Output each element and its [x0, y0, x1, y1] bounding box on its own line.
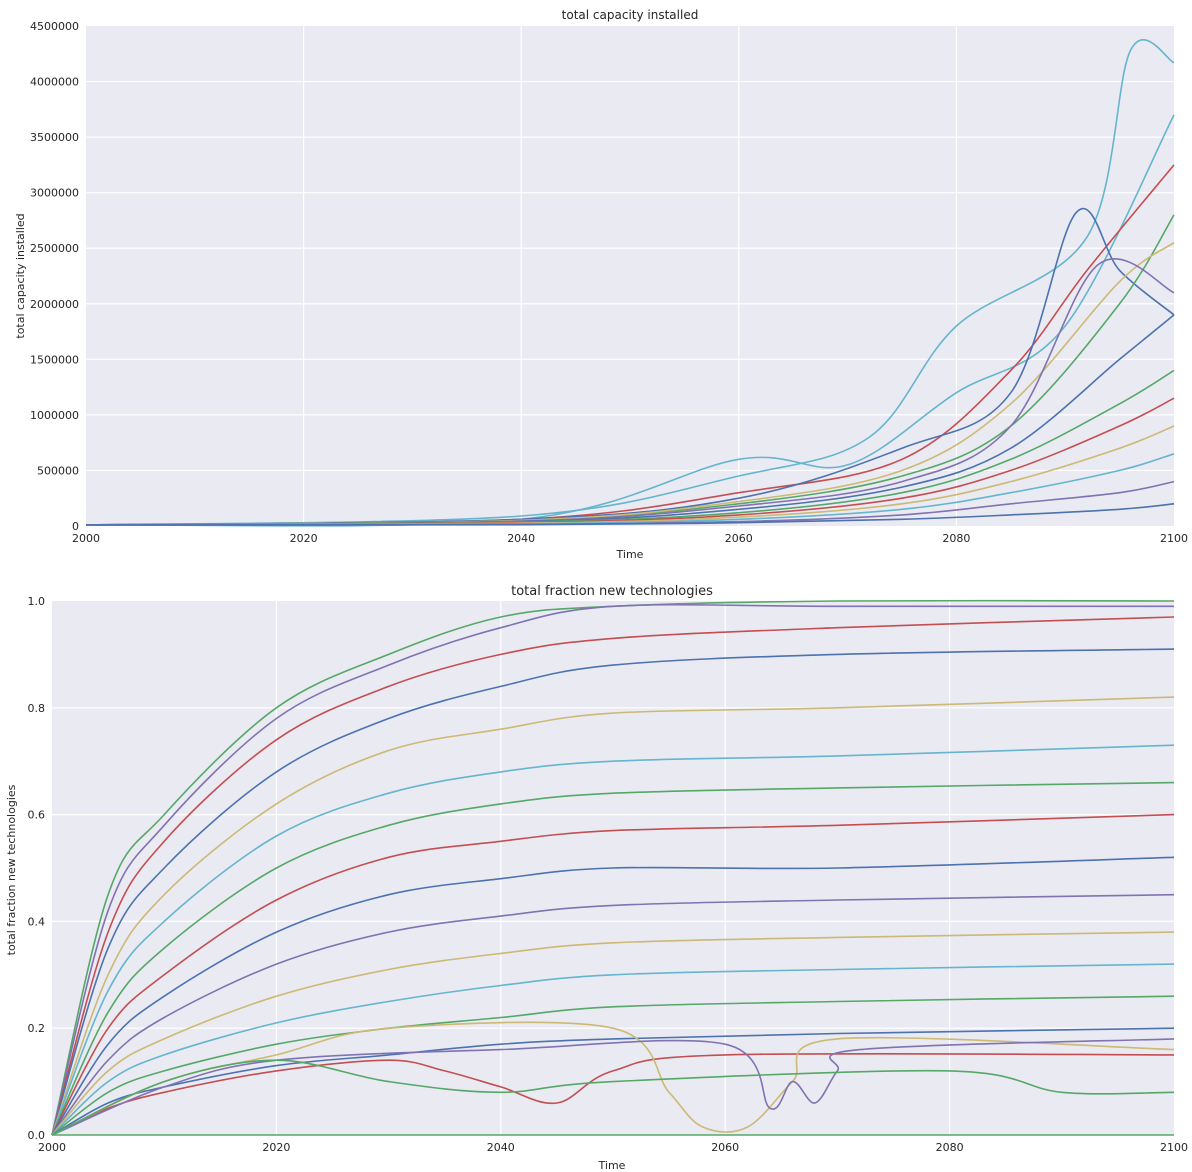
y-tick-label: 0.6 [28, 809, 46, 822]
y-tick-label: 1500000 [30, 353, 79, 366]
chart-title: total capacity installed [562, 8, 699, 22]
series-line [51, 1027, 1175, 1136]
chart-fraction: 2000 2020 2040 2060 2080 2100 0.0 0.2 0.4 0.6 0.8… [5, 584, 1188, 1172]
series-line [51, 1052, 1175, 1136]
series-line [51, 696, 1175, 1136]
x-tick-label: 2100 [1160, 532, 1188, 545]
x-tick-labels: 2000 2020 2040 2060 2080 2100 [38, 1141, 1188, 1154]
series-line [51, 931, 1175, 1136]
gridlines [86, 26, 1174, 526]
y-tick-label: 0.4 [28, 915, 46, 928]
x-tick-label: 2080 [942, 532, 970, 545]
series-line [51, 963, 1175, 1136]
y-axis-label: total fraction new technologies [5, 784, 18, 955]
y-tick-label: 3000000 [30, 187, 79, 200]
series-line [51, 1059, 1175, 1136]
series-lines [85, 39, 1175, 527]
series-line [51, 1038, 1175, 1136]
x-tick-label: 2020 [290, 532, 318, 545]
y-tick-label: 1000000 [30, 409, 79, 422]
series-line [85, 503, 1175, 526]
series-line [51, 813, 1175, 1136]
y-tick-labels: 0.0 0.2 0.4 0.6 0.8 1.0 [28, 595, 46, 1142]
series-line [51, 893, 1175, 1136]
y-tick-label: 2500000 [30, 242, 79, 255]
y-tick-label: 0 [72, 520, 79, 533]
y-tick-label: 2000000 [30, 298, 79, 311]
x-tick-label: 2060 [725, 532, 753, 545]
x-tick-label: 2040 [507, 532, 535, 545]
series-line [51, 781, 1175, 1136]
y-axis-label: total capacity installed [14, 213, 27, 338]
x-tick-label: 2020 [262, 1141, 290, 1154]
y-tick-label: 500000 [37, 464, 79, 477]
series-line [51, 856, 1175, 1136]
y-tick-label: 0.8 [28, 702, 46, 715]
x-tick-labels: 2000 2020 2040 2060 2080 2100 [72, 532, 1188, 545]
series-line [51, 744, 1175, 1136]
y-tick-label: 4500000 [30, 20, 79, 33]
y-tick-label: 3500000 [30, 131, 79, 144]
x-tick-label: 2000 [38, 1141, 66, 1154]
series-line [51, 648, 1175, 1136]
y-tick-label: 4000000 [30, 76, 79, 89]
plot-area [86, 26, 1174, 526]
series-line [85, 39, 1175, 526]
series-line [51, 603, 1174, 1136]
x-tick-label: 2100 [1160, 1141, 1188, 1154]
series-line [51, 995, 1175, 1136]
y-tick-label: 0.0 [28, 1129, 46, 1142]
chart-capacity: 2000 2020 2040 2060 2080 2100 0 500000 1000000 1… [14, 8, 1188, 561]
series-line [51, 616, 1175, 1136]
x-tick-label: 2000 [72, 532, 100, 545]
x-tick-label: 2080 [936, 1141, 964, 1154]
series-line [51, 599, 1175, 1136]
x-axis-label: Time [598, 1159, 626, 1172]
y-tick-labels: 0 500000 1000000 1500000 2000000 2500000 30000… [30, 20, 79, 533]
x-tick-label: 2040 [487, 1141, 515, 1154]
x-axis-label: Time [616, 548, 644, 561]
chart-title: total fraction new technologies [511, 584, 713, 599]
series-lines [51, 599, 1175, 1136]
y-tick-label: 0.2 [28, 1022, 46, 1035]
y-tick-label: 1.0 [28, 595, 46, 608]
x-tick-label: 2060 [711, 1141, 739, 1154]
